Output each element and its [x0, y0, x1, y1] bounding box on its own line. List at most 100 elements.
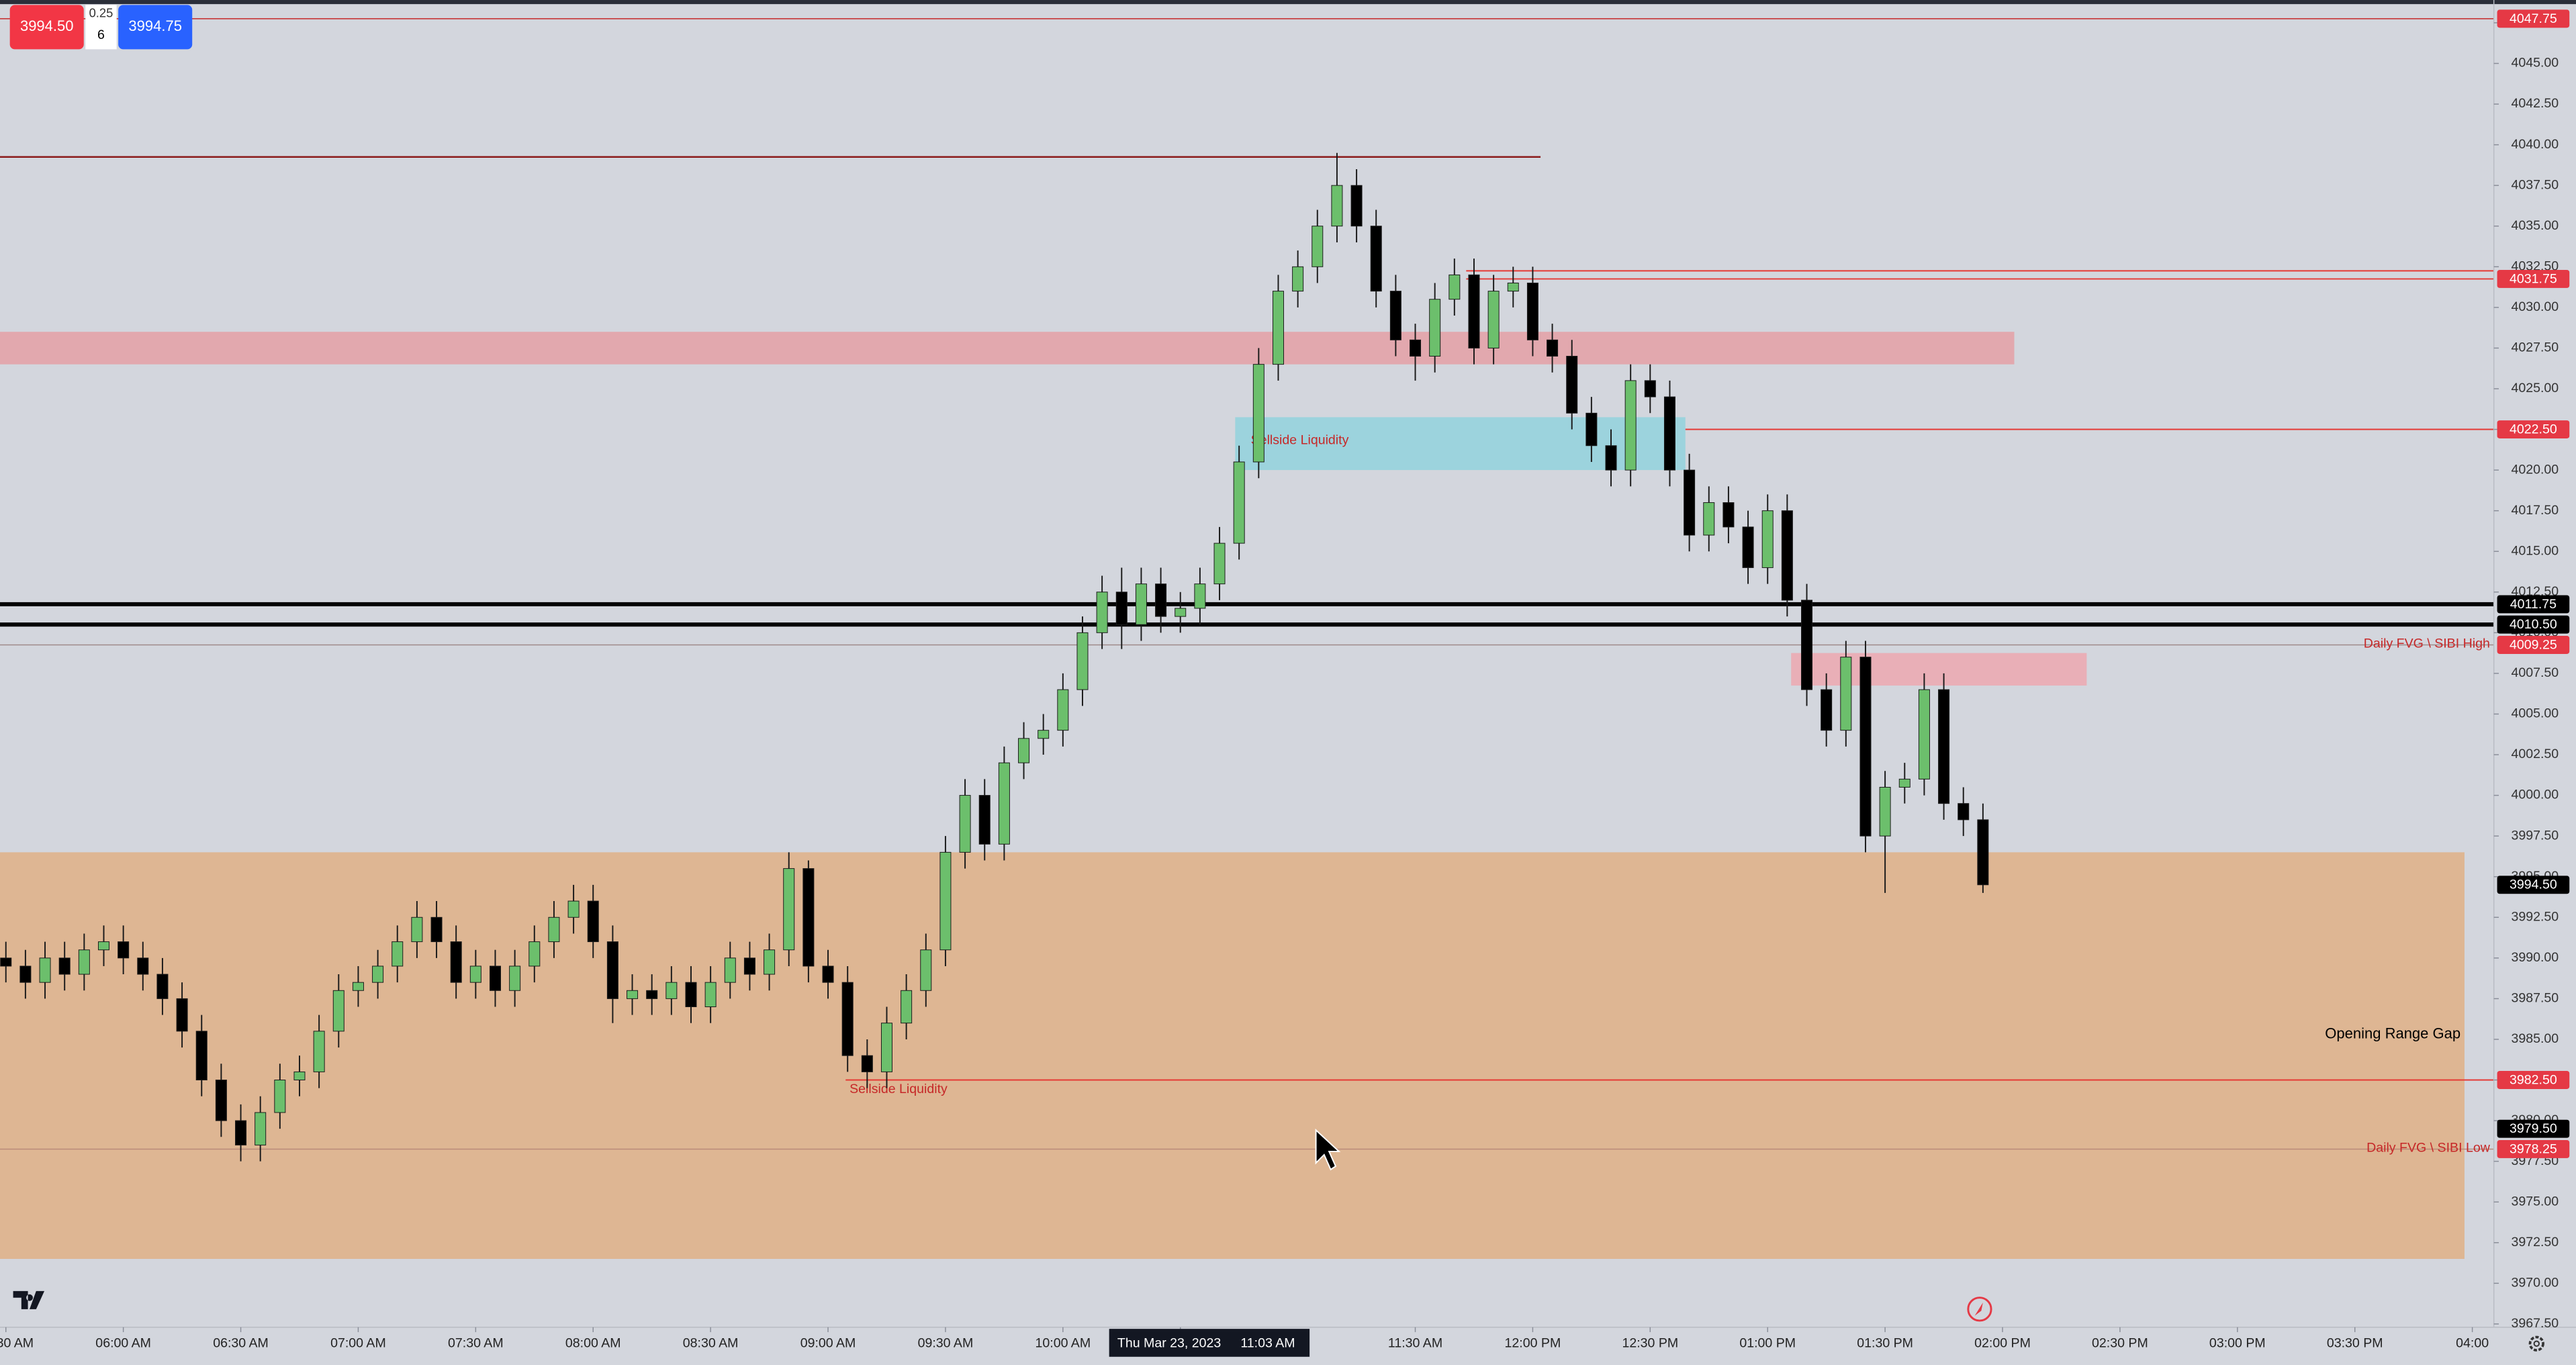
candle-body — [959, 795, 971, 853]
y-tick-label: 3992.50 — [2511, 909, 2559, 924]
x-tick-label: 01:00 PM — [1739, 1335, 1796, 1350]
candle-body — [411, 916, 423, 943]
candle-body — [215, 1080, 227, 1121]
price-tag — [2497, 270, 2570, 288]
candle-body — [372, 966, 384, 983]
axes: 3967.503970.003972.503975.003977.503980.… — [0, 9, 2570, 1357]
x-tick-label: 02:30 PM — [2092, 1335, 2148, 1350]
price-tag — [2497, 420, 2570, 438]
buy-price[interactable]: 3994.75 — [128, 17, 182, 34]
price-tag-label: 3994.50 — [2510, 878, 2557, 892]
candle-body — [156, 974, 169, 999]
sell-price[interactable]: 3994.50 — [20, 17, 74, 34]
y-tick-label: 3987.50 — [2511, 991, 2559, 1006]
zone — [0, 852, 2465, 1259]
quantity-box[interactable] — [85, 5, 117, 50]
top-border — [0, 0, 2576, 5]
candle-body — [1840, 657, 1852, 731]
candle-body — [489, 966, 501, 991]
tradingview-logo[interactable] — [13, 1290, 45, 1309]
y-tick-label: 4045.00 — [2511, 56, 2559, 70]
candle-body — [1781, 510, 1793, 601]
candle-body — [1821, 689, 1833, 731]
candle-body — [1938, 689, 1950, 804]
y-tick-label: 4025.00 — [2511, 381, 2559, 395]
candle-body — [1703, 502, 1715, 536]
y-tick-label: 3997.50 — [2511, 828, 2559, 843]
x-tick-label: 11:30 AM — [1388, 1335, 1442, 1350]
y-tick-label: 3975.00 — [2511, 1194, 2559, 1209]
candle-body — [195, 1031, 208, 1081]
logo-mark[interactable] — [13, 1290, 45, 1309]
candle-body — [548, 916, 560, 943]
price-tag — [2497, 9, 2570, 28]
price-tag — [2497, 1071, 2570, 1089]
candle-body — [802, 868, 815, 967]
replay-icon[interactable] — [1967, 1297, 1992, 1322]
y-tick-label: 4020.00 — [2511, 462, 2559, 477]
sell-button[interactable] — [9, 5, 84, 50]
candle-body — [880, 1023, 892, 1072]
candle-body — [998, 762, 1010, 845]
candle-body — [1898, 778, 1911, 788]
candle-body — [97, 941, 109, 951]
candle-body — [39, 957, 51, 983]
candle-body — [606, 941, 618, 999]
gear[interactable] — [2528, 1335, 2544, 1352]
candle-body — [528, 941, 541, 967]
x-tick-label: 04:00 — [2456, 1335, 2489, 1350]
y-tick-label: 4030.00 — [2511, 299, 2559, 314]
candle-body — [1507, 283, 1519, 292]
y-tick-label: 4040.00 — [2511, 137, 2559, 152]
candle-body — [1761, 510, 1774, 568]
y-tick-label: 4005.00 — [2511, 706, 2559, 721]
candle-body — [841, 982, 854, 1056]
candle-body — [665, 982, 678, 999]
candle-body — [1859, 657, 1872, 837]
candle-body — [450, 941, 462, 983]
candle-body — [567, 900, 580, 918]
candle-body — [235, 1120, 247, 1145]
y-tick-label: 4032.50 — [2511, 258, 2559, 273]
candle-body — [1742, 526, 1754, 568]
x-tick-label: 10:00 AM — [1036, 1335, 1091, 1350]
candle-body — [469, 966, 481, 983]
price-tag-label: 4009.25 — [2510, 637, 2557, 652]
annotation: Opening Range Gap — [2325, 1025, 2460, 1041]
candle-body — [783, 868, 795, 951]
price-tag — [2497, 595, 2570, 614]
gear-hub[interactable] — [2533, 1340, 2540, 1347]
candle-body — [587, 900, 599, 943]
candle-body — [1918, 689, 1930, 780]
quantity[interactable]: 6 — [97, 28, 105, 42]
candle-body — [1684, 469, 1696, 536]
x-tick-label: 03:30 PM — [2327, 1335, 2383, 1350]
replay-glyph[interactable] — [1974, 1303, 1983, 1316]
y-tick-label: 4015.00 — [2511, 543, 2559, 558]
x-tick-label: 05:30 AM — [0, 1335, 34, 1350]
candle-body — [78, 949, 90, 975]
candle-body — [861, 1055, 873, 1072]
candle-body — [1233, 461, 1245, 544]
y-tick-label: 4017.50 — [2511, 503, 2559, 518]
price-tag — [2497, 1119, 2570, 1138]
candle-body — [137, 957, 149, 975]
x-tick-label: 09:30 AM — [918, 1335, 974, 1350]
tick-size: 0.25 — [89, 6, 113, 20]
settings-icon[interactable] — [2528, 1335, 2544, 1352]
candle-body — [1879, 786, 1891, 837]
buy-button[interactable] — [118, 5, 193, 50]
candle-body — [1410, 339, 1422, 357]
candle-body — [1057, 689, 1069, 731]
x-tick-label: 06:30 AM — [213, 1335, 269, 1350]
candle-body — [1038, 730, 1050, 739]
order-panel[interactable]: 3994.50 0.25 6 3994.75 — [9, 5, 193, 50]
x-tick-label: 06:00 AM — [95, 1335, 151, 1350]
candle-body — [1292, 266, 1304, 292]
y-tick-label: 4035.00 — [2511, 218, 2559, 233]
candle-body — [743, 957, 755, 975]
candle-body — [978, 795, 991, 845]
replay-circle[interactable] — [1967, 1297, 1992, 1322]
candle-body — [1644, 380, 1656, 397]
